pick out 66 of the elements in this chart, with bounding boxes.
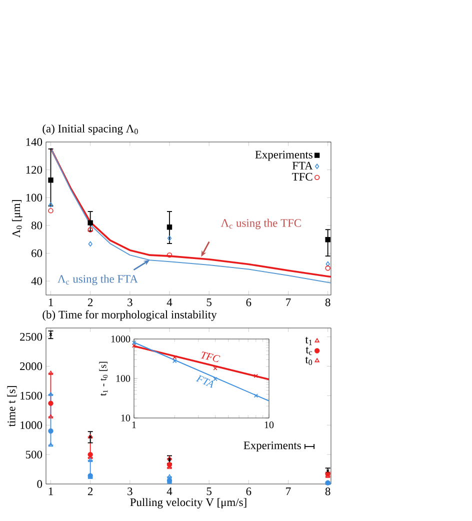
y-tick-label: 500 <box>26 450 42 458</box>
point <box>325 237 330 242</box>
y-tick-label: 0 <box>37 480 42 488</box>
point <box>325 266 330 271</box>
y-tick-label: 2000 <box>20 362 42 370</box>
legend-label: Experiments <box>255 150 312 161</box>
x-tick-label: 3 <box>128 298 132 306</box>
point <box>254 374 258 378</box>
point <box>166 224 172 230</box>
legend-label: Experiments <box>244 442 301 452</box>
y-tick-label: 1000 <box>111 336 130 342</box>
annotation: Λ$_{c}$ using the TFC <box>220 218 301 230</box>
y-tick-label: 2500 <box>20 332 42 341</box>
point <box>48 208 54 214</box>
y-tick-label: 100 <box>26 194 42 202</box>
point <box>166 252 172 258</box>
x-tick-label: 2 <box>88 488 93 496</box>
x-tick-label: 5 <box>206 298 212 306</box>
y-tick-label: 120 <box>26 166 42 174</box>
y-axis-title: Λ$_{0}$ [μm] <box>12 200 22 238</box>
legend-label: t$_{c}$ <box>306 346 312 356</box>
y-axis-title: time t [s] <box>7 386 17 427</box>
text: TFC <box>200 352 220 362</box>
y-tick-label: 1500 <box>20 392 42 400</box>
x-tick-label: 1 <box>48 298 53 306</box>
x-tick-label: 4 <box>166 488 172 496</box>
text: FTA <box>196 375 214 388</box>
x-tick-label: 6 <box>246 298 252 306</box>
x-tick-label: 5 <box>206 488 212 496</box>
x-axis-title: Pulling velocity V [μm/s] <box>130 498 246 508</box>
x-tick-label: 6 <box>246 488 252 496</box>
y-tick-label: 100 <box>116 375 130 382</box>
legend-label: FTA <box>292 162 313 170</box>
x-tick-label: 8 <box>325 488 330 496</box>
x-tick-label: 7 <box>286 488 291 496</box>
point <box>326 261 330 267</box>
x-tick-label: 1 <box>48 488 53 496</box>
y-tick-label: 80 <box>31 222 42 230</box>
point <box>48 400 54 406</box>
point <box>172 355 177 360</box>
point <box>213 366 218 370</box>
x-tick-label: 4 <box>166 298 172 306</box>
x-tick-label: 2 <box>88 298 93 306</box>
chart-title: (b) Time for morphological instability <box>42 310 217 321</box>
y-tick-label: 1000 <box>20 421 42 429</box>
chart-title: (a) Initial spacing Λ$_{0}$ <box>42 124 138 135</box>
y-tick-label: 40 <box>31 277 42 285</box>
y-tick-label: 10 <box>121 414 130 422</box>
annotation: Λ$_{c}$ using the FTA <box>58 274 138 286</box>
legend-label: t$_{0}$ <box>305 356 312 366</box>
legend-label: t$_{1}$ <box>305 336 312 346</box>
point <box>254 394 258 398</box>
point <box>48 428 54 434</box>
x-tick-label: 7 <box>286 298 291 306</box>
y-axis-title: t$_{1}$ - t$_{0}$ [s] <box>99 362 108 396</box>
point <box>48 178 54 183</box>
point <box>167 236 172 241</box>
legend-label: TFC <box>292 172 312 181</box>
x-tick-label: 1 <box>132 422 136 428</box>
x-tick-label: 3 <box>128 488 132 496</box>
point <box>172 358 177 364</box>
point <box>88 220 93 226</box>
x-tick-label: 8 <box>325 298 330 306</box>
y-tick-label: 140 <box>26 138 42 146</box>
y-tick-label: 60 <box>32 249 42 258</box>
point <box>88 241 92 247</box>
